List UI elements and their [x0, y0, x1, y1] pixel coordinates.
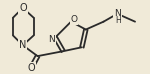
Text: O: O: [19, 3, 27, 13]
Text: N: N: [19, 40, 27, 50]
Text: O: O: [70, 15, 78, 24]
Text: H: H: [116, 16, 121, 25]
Text: N: N: [48, 35, 55, 44]
Text: O: O: [28, 63, 36, 73]
Text: N: N: [114, 9, 121, 18]
